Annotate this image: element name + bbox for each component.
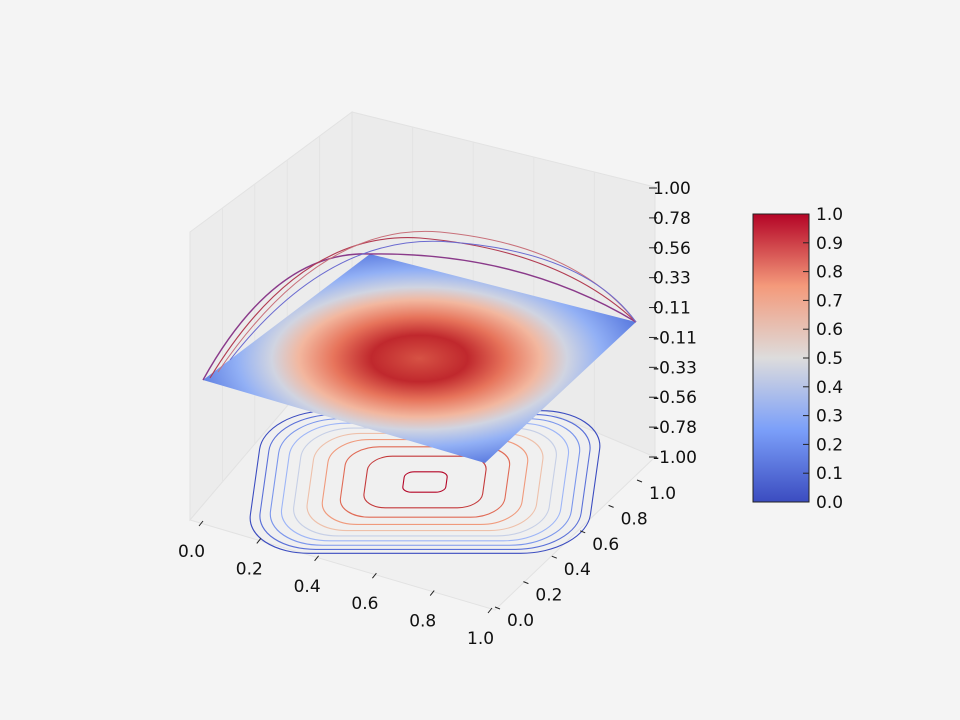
y-tick-mark — [636, 479, 643, 483]
y-tick-label: 0.6 — [592, 535, 619, 555]
z-tick-label: 0.11 — [653, 299, 691, 319]
contour-line — [402, 471, 448, 493]
colorbar-tick-label: 0.0 — [816, 493, 843, 513]
x-tick-label: 0.0 — [178, 542, 205, 562]
colorbar-tick-label: 0.3 — [816, 407, 843, 427]
surface — [202, 230, 637, 463]
x-tick-mark — [487, 607, 493, 614]
z-tick-label: 0.56 — [653, 239, 691, 259]
x-tick-mark — [314, 555, 319, 562]
colorbar-tick-label: 0.8 — [816, 263, 843, 283]
x-axis: 0.0 0.2 0.4 0.6 0.8 1.0 — [178, 520, 494, 649]
y-tick-label: 0.2 — [535, 586, 562, 606]
colorbar-tick-label: 0.5 — [816, 349, 843, 369]
z-axis: -1.00 -0.78 -0.56 -0.33 -0.11 0.11 0.33 0.56 0.7… — [649, 179, 697, 468]
floor-contours — [249, 410, 601, 554]
x-tick-label: 0.8 — [409, 612, 436, 632]
y-tick-mark — [523, 581, 529, 585]
y-tick-mark — [580, 530, 586, 534]
surface-edge-top2 — [209, 237, 637, 379]
colorbar-tick-label: 0.4 — [816, 378, 843, 398]
x-tick-mark — [372, 572, 377, 579]
colorbar-tick-label: 0.2 — [816, 435, 843, 455]
surface-edge-top4 — [229, 240, 637, 361]
y-tick-mark — [494, 606, 501, 610]
y-tick-mark — [551, 555, 557, 559]
z-tick-label: 1.00 — [653, 179, 691, 199]
z-tick-label: 0.33 — [653, 269, 691, 289]
surface-edge-top — [202, 253, 637, 381]
x-tick-label: 0.6 — [351, 594, 378, 614]
z-tick-label: -0.78 — [653, 418, 697, 438]
y-tick-mark — [608, 504, 614, 508]
x-tick-mark — [256, 538, 262, 544]
contour-line — [363, 455, 487, 509]
z-tick-label: -0.56 — [653, 388, 697, 408]
colorbar: 0.0 0.1 0.2 0.3 0.4 0.5 0.6 0.7 0.8 0.9 1.0 — [752, 205, 843, 513]
z-tick-label: -0.11 — [653, 328, 697, 348]
surface-edge-top3 — [217, 230, 637, 373]
y-tick-label: 0.4 — [564, 560, 591, 580]
x-tick-label: 0.2 — [236, 559, 263, 579]
z-tick-label: -1.00 — [653, 448, 697, 468]
colorbar-tick-label: 0.6 — [816, 320, 843, 340]
contour-line — [339, 446, 511, 518]
z-tick-label: -0.33 — [653, 358, 697, 378]
y-tick-label: 0.0 — [507, 611, 534, 631]
y-axis: 0.00.20.40.60.81.0 — [494, 479, 676, 631]
colorbar-tick-label: 0.9 — [816, 234, 843, 254]
colorbar-tick-label: 1.0 — [816, 205, 843, 225]
x-tick-label: 0.4 — [294, 577, 321, 597]
x-tick-mark — [198, 520, 204, 527]
x-tick-label: 1.0 — [467, 629, 494, 649]
y-tick-label: 1.0 — [649, 484, 676, 504]
z-tick-label: 0.78 — [653, 209, 691, 229]
y-tick-label: 0.8 — [621, 509, 648, 529]
colorbar-tick-label: 0.1 — [816, 464, 843, 484]
colorbar-tick-label: 0.7 — [816, 291, 843, 311]
colorbar-ticks: 0.0 0.1 0.2 0.3 0.4 0.5 0.6 0.7 0.8 0.9 1.0 — [803, 205, 843, 513]
colorbar-gradient — [752, 213, 810, 503]
x-tick-mark — [429, 590, 435, 596]
surface-plane — [203, 254, 636, 463]
